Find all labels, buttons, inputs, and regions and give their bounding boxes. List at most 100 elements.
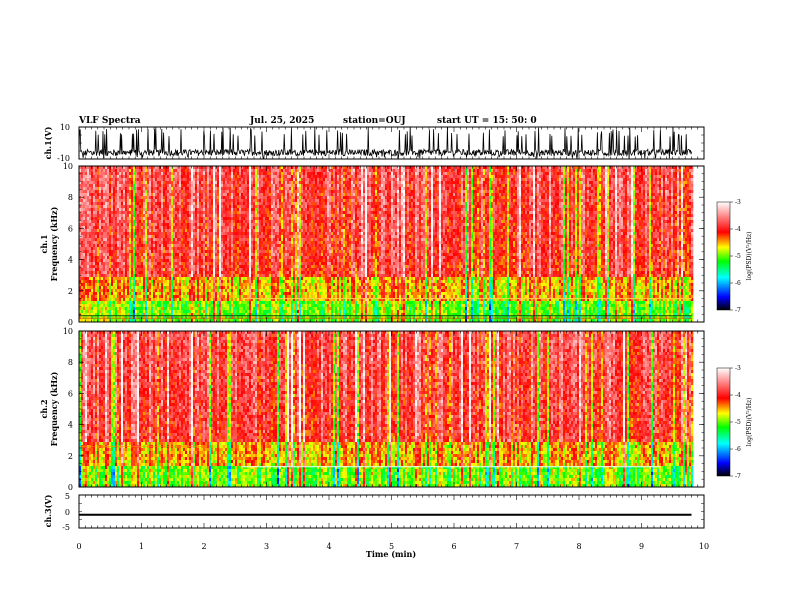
spectrogram-cell (175, 286, 177, 289)
spectrogram-cell (221, 304, 223, 307)
spectrogram-cell (85, 280, 87, 283)
spectrogram-cell (251, 193, 253, 196)
spectrogram-cell (239, 187, 241, 190)
spectrogram-cell (131, 292, 133, 295)
spectrogram-cell (165, 229, 167, 232)
spectrogram-cell (265, 301, 267, 304)
spectrogram-cell (221, 250, 223, 253)
spectrogram-cell (239, 292, 241, 295)
spectrogram-cell (157, 301, 159, 304)
spectrogram-cell (185, 244, 187, 247)
spectrogram-cell (147, 247, 149, 250)
spectrogram-cell (103, 193, 105, 196)
spectrogram-cell (133, 265, 135, 268)
spectrogram-cell (185, 211, 187, 214)
spectrogram-cell (113, 295, 115, 298)
spectrogram-cell (205, 214, 207, 217)
spectrogram-cell (199, 229, 201, 232)
spectrogram-cell (97, 247, 99, 250)
spectrogram-cell (171, 271, 173, 274)
spectrogram-cell (85, 301, 87, 304)
spectrogram-cell (265, 232, 267, 235)
spectrogram-cell (259, 217, 261, 220)
spectrogram-cell (115, 310, 117, 313)
spectrogram-cell (105, 289, 107, 292)
spectrogram-cell (133, 289, 135, 292)
spectrogram-cell (109, 181, 111, 184)
spectrogram-cell (203, 235, 205, 238)
spectrogram-cell (259, 280, 261, 283)
spectrogram-cell (139, 256, 141, 259)
spectrogram-cell (117, 301, 119, 304)
spectrogram-cell (187, 169, 189, 172)
spectrogram-cell (161, 244, 163, 247)
spectrogram-cell (229, 280, 231, 283)
spectrogram-cell (223, 280, 225, 283)
spectrogram-cell (105, 274, 107, 277)
spectrogram-cell (141, 208, 143, 211)
spectrogram-cell (113, 274, 115, 277)
spectrogram-cell (173, 283, 175, 286)
spectrogram-cell (201, 244, 203, 247)
spectrogram-cell (169, 217, 171, 220)
spectrogram-cell (215, 217, 217, 220)
spectrogram-cell (257, 289, 259, 292)
spectrogram-cell (181, 295, 183, 298)
spectrogram-cell (245, 169, 247, 172)
spectrogram-cell (183, 187, 185, 190)
spectrogram-cell (115, 244, 117, 247)
spectrogram-cell (237, 202, 239, 205)
spectrogram-cell (269, 280, 271, 283)
spectrogram-cell (227, 277, 229, 280)
spectrogram-cell (99, 199, 101, 202)
spectrogram-cell (225, 301, 227, 304)
spectrogram-cell (195, 175, 197, 178)
spectrogram-cell (257, 232, 259, 235)
spectrogram-cell (215, 259, 217, 262)
spectrogram-cell (151, 172, 153, 175)
ch1-waveform-panel: 10 -10 ch.1(V) (43, 123, 704, 163)
spectrogram-cell (147, 181, 149, 184)
spectrogram-cell (131, 271, 133, 274)
spectrogram-cell (235, 193, 237, 196)
spectrogram-cell (89, 250, 91, 253)
spectrogram-cell (117, 283, 119, 286)
spectrogram-cell (189, 256, 191, 259)
spectrogram-cell (207, 295, 209, 298)
spectrogram-cell (119, 235, 121, 238)
spectrogram-cell (117, 307, 119, 310)
spectrogram-cell (167, 184, 169, 187)
spectrogram-cell (177, 316, 179, 319)
spectrogram-cell (135, 202, 137, 205)
spectrogram-cell (217, 175, 219, 178)
spectrogram-cell (101, 286, 103, 289)
spectrogram-cell (119, 262, 121, 265)
spectrogram-cell (159, 175, 161, 178)
spectrogram-cell (173, 274, 175, 277)
spectrogram-cell (147, 250, 149, 253)
spectrogram-cell (187, 304, 189, 307)
spectrogram-cell (161, 304, 163, 307)
spectrogram-cell (91, 244, 93, 247)
spectrogram-cell (115, 172, 117, 175)
spectrogram-cell (221, 310, 223, 313)
spectrogram-cell (107, 220, 109, 223)
spectrogram-cell (223, 268, 225, 271)
spectrogram-cell (251, 196, 253, 199)
spectrogram-cell (123, 196, 125, 199)
spectrogram-cell (211, 289, 213, 292)
spectrogram-cell (255, 295, 257, 298)
spectrogram-cell (89, 274, 91, 277)
spectrogram-cell (207, 232, 209, 235)
spectrogram-cell (143, 271, 145, 274)
spectrogram-cell (113, 217, 115, 220)
spectrogram-cell (207, 175, 209, 178)
spectrogram-cell (135, 304, 137, 307)
spectrogram-cell (193, 169, 195, 172)
spectrogram-cell (267, 202, 269, 205)
spectrogram-cell (213, 184, 215, 187)
spectrogram-cell (181, 277, 183, 280)
spectrogram-cell (169, 304, 171, 307)
spectrogram-cell (129, 223, 131, 226)
